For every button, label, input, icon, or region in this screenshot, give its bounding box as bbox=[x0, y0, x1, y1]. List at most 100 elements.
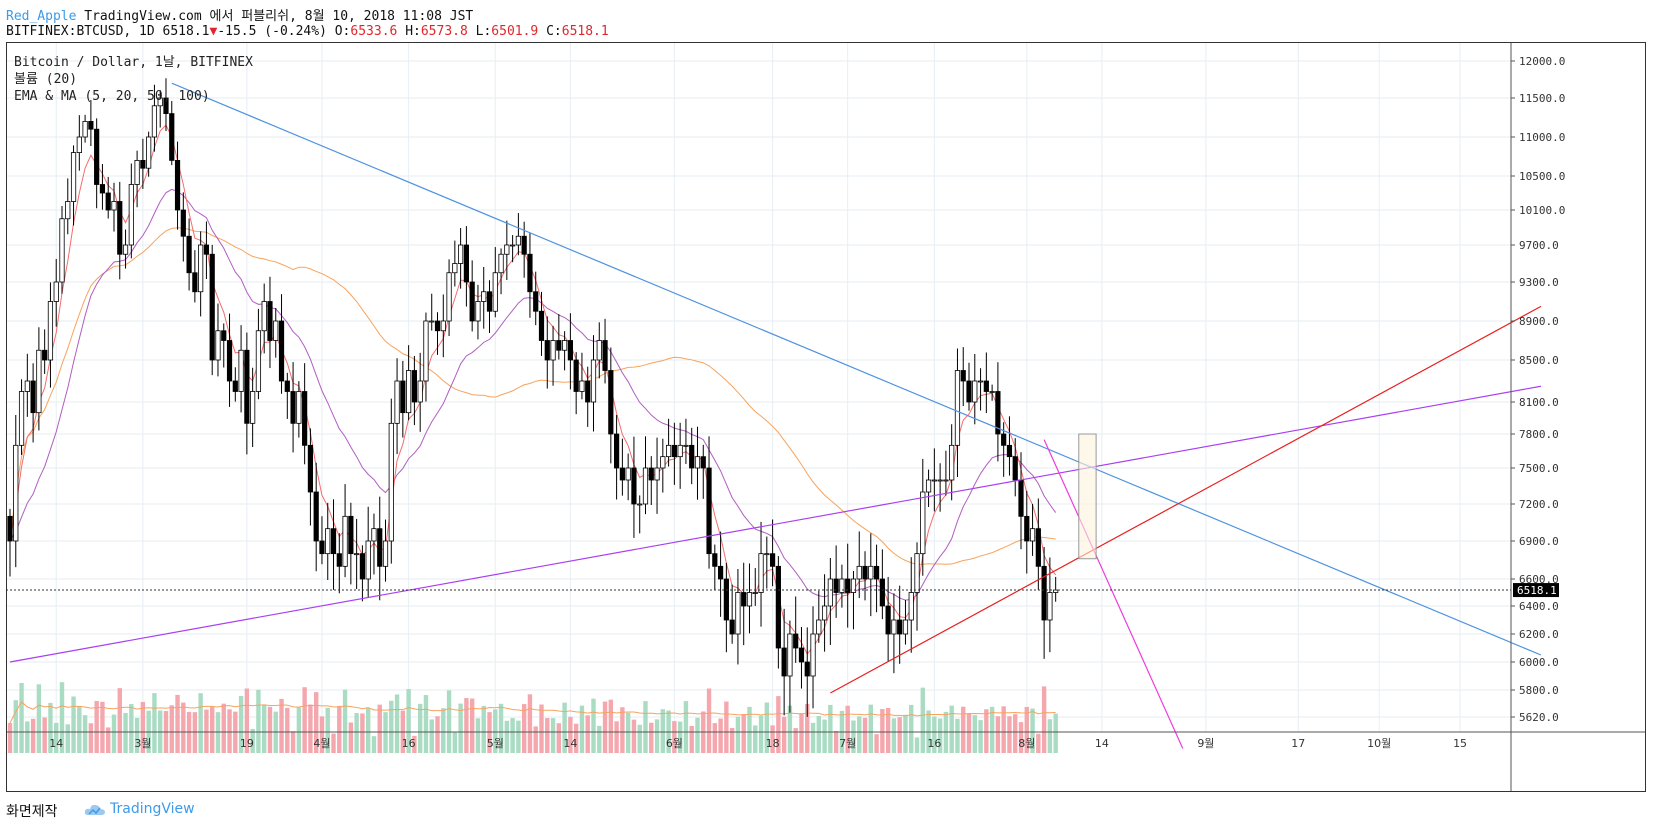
candle-body bbox=[151, 105, 158, 138]
candle-body bbox=[816, 619, 822, 635]
candle-body bbox=[515, 235, 521, 246]
candle-body bbox=[174, 160, 181, 211]
candle-body bbox=[354, 553, 360, 556]
volume-bar bbox=[313, 692, 319, 753]
candle-body bbox=[330, 528, 337, 555]
x-tick-label: 10월 bbox=[1367, 737, 1391, 750]
candle-body bbox=[619, 467, 625, 481]
candle-body bbox=[65, 201, 71, 220]
candle-body bbox=[625, 467, 631, 481]
volume-bar bbox=[637, 724, 642, 753]
volume-bar bbox=[862, 717, 868, 753]
candle-body bbox=[111, 201, 117, 211]
candle-body bbox=[897, 619, 903, 635]
price-chart[interactable]: 12000.0 11500.0 11000.0 10500.0 10100.0 9700.… bbox=[6, 42, 1646, 792]
volume-bar bbox=[1001, 706, 1006, 753]
candle-body bbox=[827, 578, 833, 607]
volume-bar bbox=[753, 725, 758, 753]
volume-bar bbox=[88, 723, 94, 753]
candle-body bbox=[140, 160, 146, 169]
candle-body bbox=[1024, 515, 1030, 542]
volume-bar bbox=[654, 719, 660, 753]
candle-body bbox=[775, 565, 781, 649]
volume-bar bbox=[481, 705, 486, 753]
volume-bar bbox=[625, 712, 631, 753]
candle-body bbox=[163, 97, 169, 114]
candle-body bbox=[977, 380, 984, 383]
trendline-purple bbox=[9, 385, 1542, 663]
volume-bar bbox=[643, 701, 648, 753]
candle-body bbox=[769, 553, 776, 567]
volume-bar bbox=[394, 694, 400, 753]
candle-body bbox=[972, 380, 978, 403]
y-tick-label: 8900.0 bbox=[1519, 315, 1559, 328]
volume-bar bbox=[833, 731, 839, 753]
candle-body bbox=[359, 553, 366, 580]
volume-bar bbox=[504, 720, 510, 753]
y-tick-label: 8100.0 bbox=[1519, 396, 1559, 409]
volume-bar bbox=[7, 723, 13, 753]
x-tick-label: 17 bbox=[1291, 737, 1305, 750]
volume-bar bbox=[267, 706, 273, 753]
candle-body bbox=[850, 578, 857, 593]
candle-body bbox=[382, 540, 389, 567]
trendline-descending bbox=[171, 82, 1542, 656]
volume-bar bbox=[412, 735, 417, 753]
candle-body bbox=[400, 380, 406, 414]
candle-body bbox=[469, 281, 475, 322]
volume-bar bbox=[123, 712, 128, 753]
candle-body bbox=[810, 633, 816, 677]
x-tick-label: 19 bbox=[240, 737, 254, 750]
volume-bar bbox=[331, 733, 336, 753]
volume-bar bbox=[799, 713, 804, 753]
candle-body bbox=[706, 467, 712, 555]
volume-bar bbox=[724, 701, 729, 753]
last-price-label-bg bbox=[1513, 583, 1559, 598]
volume-bar bbox=[868, 704, 873, 753]
volume-bar bbox=[880, 709, 885, 753]
candle-body bbox=[215, 330, 221, 361]
volume-bar bbox=[261, 705, 267, 753]
candle-body bbox=[192, 272, 198, 293]
x-tick-label: 9월 bbox=[1197, 737, 1214, 750]
candle-body bbox=[371, 528, 377, 542]
volume-bar bbox=[302, 687, 307, 753]
volume-bar bbox=[19, 683, 24, 753]
volume-bar bbox=[406, 689, 411, 753]
candle-body bbox=[995, 391, 1001, 435]
candle-body bbox=[290, 391, 296, 424]
volume-bar bbox=[348, 722, 354, 753]
volume-bar bbox=[493, 709, 498, 753]
candle-body bbox=[764, 553, 770, 556]
legend-symbol[interactable]: Bitcoin / Dollar, 1날, BITFINEX bbox=[14, 55, 253, 70]
volume-bar bbox=[308, 704, 313, 753]
candle-body bbox=[180, 209, 186, 237]
author-link[interactable]: Red_Apple bbox=[6, 9, 77, 24]
legend-ema[interactable]: EMA & MA (5, 20, 50, 100) bbox=[14, 89, 210, 104]
volume-bar bbox=[360, 713, 365, 753]
x-tick-label: 14 bbox=[49, 737, 63, 750]
volume-bar bbox=[1047, 719, 1053, 753]
footer-brand: TradingView bbox=[110, 801, 195, 817]
candle-body bbox=[631, 467, 637, 505]
volume-bar bbox=[337, 705, 342, 753]
candle-body bbox=[602, 340, 608, 371]
candle-body bbox=[556, 340, 562, 351]
candle-body bbox=[440, 320, 446, 332]
candle-body bbox=[198, 244, 204, 293]
candle-body bbox=[417, 380, 423, 403]
legend-volume[interactable]: 볼륨 (20) bbox=[14, 72, 78, 87]
candle-body bbox=[486, 291, 493, 312]
volume-bar bbox=[140, 701, 146, 753]
volume-bar bbox=[712, 723, 718, 753]
candle-body bbox=[377, 528, 383, 567]
candle-body bbox=[238, 349, 244, 392]
candle-body bbox=[954, 370, 961, 446]
volume-bar bbox=[764, 702, 770, 753]
candle-body bbox=[423, 320, 429, 382]
volume-bar bbox=[111, 714, 117, 753]
candle-body bbox=[868, 565, 874, 580]
volume-bar bbox=[181, 702, 186, 753]
candle-body bbox=[13, 444, 19, 542]
tradingview-logo[interactable]: TradingView bbox=[84, 801, 195, 817]
